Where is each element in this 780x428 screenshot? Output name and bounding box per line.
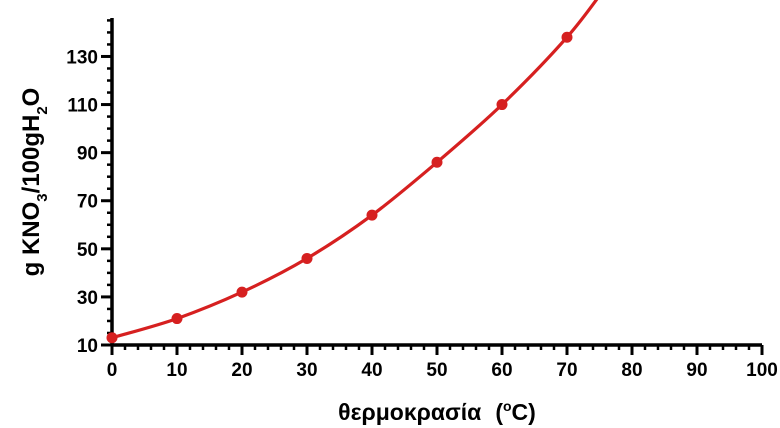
x-tick-label: 20 — [231, 360, 252, 381]
data-point — [366, 209, 378, 221]
x-axis-title-main: θερμοκρασία — [338, 399, 481, 425]
x-tick-label: 30 — [296, 360, 317, 381]
data-point — [236, 286, 248, 298]
labels-layer: 0 10 20 30 40 50 60 70 80 90 100 10 30 50 70 90 110 130 θε… — [18, 47, 778, 425]
x-axis-unit-degree: o — [503, 398, 512, 414]
data-point — [496, 99, 508, 111]
y-axis-title-part: /100gH — [18, 115, 45, 194]
y-tick-label: 110 — [67, 96, 98, 117]
y-axis-title-part: O — [18, 88, 45, 107]
data-point — [171, 313, 183, 325]
data-point — [301, 252, 313, 264]
x-axis-unit-close: ) — [528, 399, 536, 425]
x-axis-unit-letter: C — [512, 399, 529, 425]
y-axis-title-part: 2 — [34, 106, 51, 114]
x-tick-label: 70 — [556, 360, 577, 381]
x-tick-label: 0 — [107, 360, 118, 381]
x-tick-label: 40 — [361, 360, 382, 381]
x-tick-label: 10 — [166, 360, 187, 381]
y-tick-label: 70 — [77, 192, 98, 213]
y-tick-label: 10 — [77, 336, 98, 357]
y-tick-label: 50 — [77, 240, 98, 261]
x-axis-title: θερμοκρασία (oC) — [338, 398, 536, 425]
y-tick-label: 90 — [77, 144, 98, 165]
y-tick-label: 30 — [77, 288, 98, 309]
x-tick-label: 90 — [686, 360, 707, 381]
x-tick-label: 60 — [491, 360, 512, 381]
y-tick-label: 130 — [66, 47, 98, 68]
y-axis-title-part: g KNO — [18, 202, 45, 277]
axes-layer — [101, 18, 764, 355]
series-line — [112, 0, 599, 340]
x-tick-label: 80 — [621, 360, 642, 381]
y-axis-title-part: 3 — [34, 193, 51, 201]
x-axis-unit-open: ( — [495, 399, 503, 425]
curve-layer — [112, 0, 599, 340]
y-axis-title: g KNO3/100gH2O — [18, 88, 51, 277]
x-tick-label: 100 — [746, 360, 778, 381]
data-point — [106, 332, 118, 344]
points-layer — [106, 31, 573, 344]
data-point — [431, 156, 443, 168]
x-tick-label: 50 — [426, 360, 447, 381]
data-point — [561, 31, 573, 43]
